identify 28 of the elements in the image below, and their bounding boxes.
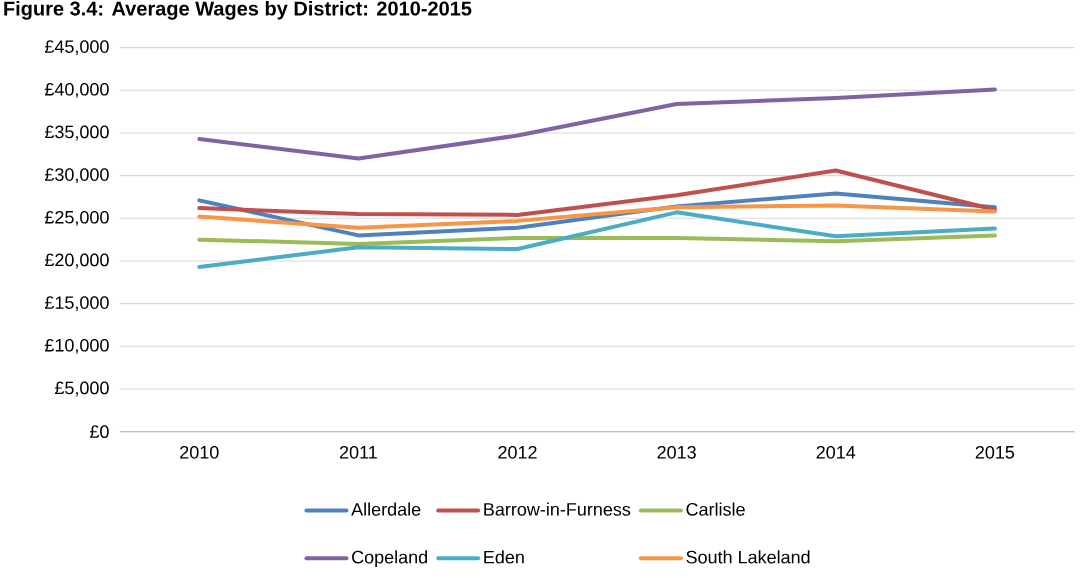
- x-tick-label: 2013: [657, 445, 696, 459]
- x-tick-label: 2012: [498, 445, 537, 459]
- chart-title: Figure 3.4: Average Wages by District: 2010-2015: [4, 0, 472, 20]
- y-tick-label: £0: [89, 425, 109, 439]
- legend-label: Carlisle: [686, 502, 745, 516]
- x-tick-label: 2014: [816, 445, 856, 459]
- legend-label: Barrow-in-Furness: [484, 502, 631, 516]
- x-tick-label: 2010: [180, 445, 219, 459]
- y-tick-label: £35,000: [44, 125, 109, 141]
- legend-label: Eden: [484, 550, 524, 564]
- y-tick-label: £30,000: [44, 168, 109, 184]
- legend-label: Allerdale: [351, 502, 421, 516]
- line-series: [197, 87, 997, 161]
- x-tick-label: 2011: [339, 445, 377, 459]
- y-tick-label: £25,000: [44, 210, 109, 226]
- y-tick-label: £40,000: [44, 82, 109, 98]
- legend-label: Copeland: [352, 550, 427, 568]
- line-series: [197, 168, 997, 217]
- line-series: [197, 203, 997, 230]
- line-series: [197, 210, 997, 269]
- legend-label: South Lakeland: [686, 550, 810, 564]
- line-series: [197, 233, 997, 246]
- y-tick-label: £10,000: [44, 338, 109, 354]
- x-tick-label: 2015: [975, 445, 1015, 459]
- y-tick-label: £45,000: [44, 40, 109, 56]
- y-tick-label: £20,000: [44, 253, 109, 269]
- y-tick-label: £5,000: [54, 381, 109, 397]
- y-tick-label: £15,000: [44, 296, 109, 312]
